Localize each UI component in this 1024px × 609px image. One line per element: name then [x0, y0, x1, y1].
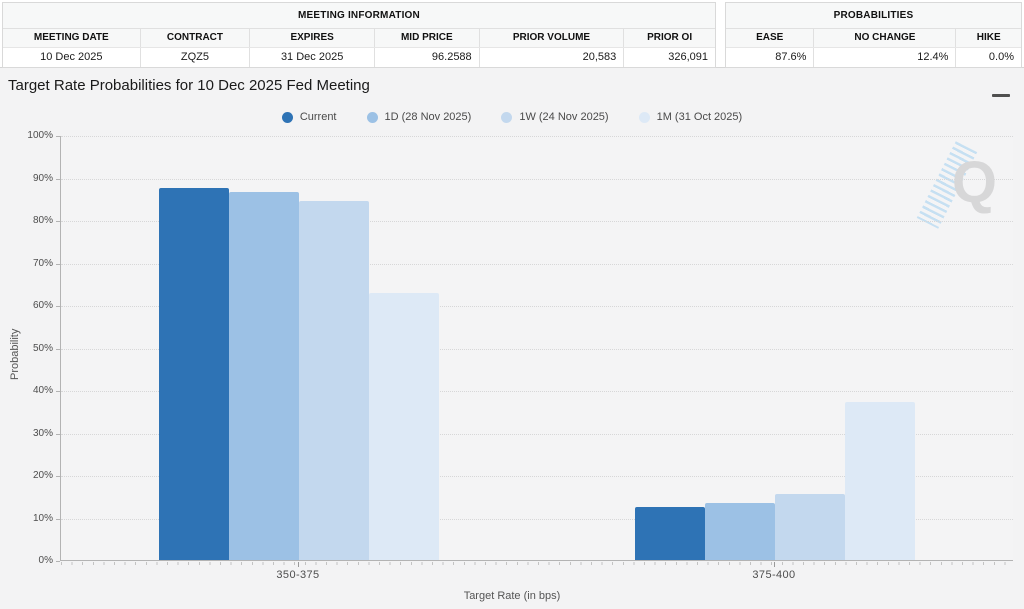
- bar-1d-375-400: [705, 502, 775, 560]
- y-tick-label: 100%: [27, 130, 53, 141]
- legend-label: 1M (31 Oct 2025): [656, 111, 743, 123]
- bar-1m-375-400: [845, 401, 915, 560]
- y-tick-mark: [56, 476, 60, 477]
- value-cell: ZQZ5: [140, 48, 251, 67]
- bar-1m-350-375: [369, 293, 439, 560]
- y-tick-mark: [56, 263, 60, 265]
- header-cell: CONTRACT: [141, 29, 251, 47]
- x-axis-minor-ticks: [61, 562, 1013, 565]
- y-tick-label: 90%: [32, 172, 53, 184]
- value-cell: 0.0%: [956, 48, 1021, 67]
- legend-label: Current: [299, 111, 337, 123]
- legend-item-current[interactable]: Current: [281, 111, 337, 123]
- gridline: [61, 433, 1013, 435]
- plot-area: Q: [60, 136, 1013, 561]
- y-tick-mark: [56, 561, 60, 562]
- y-tick-mark: [56, 348, 60, 350]
- bar-current-375-400: [635, 507, 705, 560]
- bar-1d-350-375: [229, 192, 299, 560]
- header-cell: MEETING DATE: [3, 29, 141, 47]
- bar-1w-375-400: [775, 494, 845, 560]
- probabilities-value-row: 87.6% 12.4% 0.0%: [726, 48, 1021, 67]
- y-tick-label: 70%: [32, 257, 53, 269]
- watermark-q-letter: Q: [951, 150, 997, 215]
- meeting-information-title: MEETING INFORMATION: [3, 3, 715, 29]
- header-cell: PRIOR OI: [647, 32, 693, 43]
- probabilities-title: PROBABILITIES: [726, 3, 1021, 29]
- gridline: [61, 178, 1013, 180]
- value-cell: 10 Dec 2025: [3, 48, 141, 67]
- header-cell: PRIOR VOLUME: [480, 29, 625, 47]
- meeting-information-header-row: MEETING DATE CONTRACT EXPIRES MID PRICE PRIO…: [3, 29, 715, 48]
- y-tick-mark: [56, 391, 60, 392]
- y-tick-label: 40%: [32, 385, 53, 396]
- y-tick-mark: [56, 221, 60, 222]
- y-tick-label: 50%: [32, 342, 53, 354]
- header-cell: EASE: [726, 29, 815, 47]
- gridline: [61, 263, 1013, 265]
- legend-item-1w[interactable]: 1W (24 Nov 2025): [501, 111, 609, 123]
- x-major-tick: [298, 562, 299, 567]
- legend-marker-icon: [281, 111, 293, 123]
- hamburger-menu-button[interactable]: [990, 79, 1012, 97]
- meeting-information-value-row: 10 Dec 2025 ZQZ5 31 Dec 2025 96.2588 20,583 3…: [3, 48, 715, 67]
- y-tick-label: 10%: [32, 512, 53, 524]
- meeting-information-table: MEETING INFORMATION MEETING DATE CONTRACT…: [2, 2, 716, 68]
- gridline: [61, 518, 1013, 520]
- y-tick-mark: [56, 518, 60, 520]
- bar-1w-350-375: [299, 200, 369, 560]
- gridline: [61, 348, 1013, 350]
- bar-current-350-375: [159, 187, 229, 560]
- header-cell: EXPIRES: [250, 29, 375, 47]
- y-tick-mark: [56, 136, 60, 137]
- x-category-label: 350-375: [276, 569, 320, 581]
- header-cell: MID PRICE: [375, 29, 480, 47]
- y-tick-label: 0%: [38, 555, 53, 566]
- probabilities-header-row: EASE NO CHANGE HIKE: [726, 29, 1021, 48]
- value-cell: 12.4%: [814, 48, 957, 67]
- legend-item-1d[interactable]: 1D (28 Nov 2025): [366, 111, 472, 123]
- header-cell: HIKE: [976, 32, 1001, 43]
- value-cell: 31 Dec 2025: [250, 48, 375, 67]
- x-axis-title: Target Rate (in bps): [463, 590, 561, 602]
- header-cell: NO CHANGE: [814, 29, 957, 47]
- value-cell: 96.2588: [374, 48, 480, 67]
- legend-label: 1W (24 Nov 2025): [519, 111, 609, 123]
- chart-title: Target Rate Probabilities for 10 Dec 202…: [8, 77, 370, 94]
- legend-item-1m[interactable]: 1M (31 Oct 2025): [638, 111, 743, 123]
- y-tick-label: 30%: [32, 427, 53, 439]
- gridline: [61, 306, 1013, 307]
- gridline: [61, 391, 1013, 392]
- gridline: [61, 476, 1013, 477]
- y-tick-mark: [56, 306, 60, 307]
- quikstrike-watermark: Q: [916, 141, 997, 229]
- legend-marker-icon: [638, 111, 650, 123]
- y-tick-label: 80%: [32, 215, 53, 226]
- legend-label: 1D (28 Nov 2025): [384, 111, 472, 123]
- chart-legend: Current 1D (28 Nov 2025) 1W (24 Nov 2025) 1…: [0, 109, 1024, 125]
- legend-marker-icon: [366, 111, 378, 123]
- legend-marker-icon: [501, 111, 513, 123]
- y-tick-label: 60%: [32, 300, 53, 311]
- y-tick-mark: [56, 178, 60, 180]
- value-cell: 326,091: [624, 48, 715, 67]
- y-axis-title: Probability: [9, 328, 21, 380]
- gridline: [61, 221, 1013, 222]
- bar-chart: Probability Q Target Rate (in bps) 0% 10%…: [0, 128, 1024, 609]
- x-major-tick: [774, 562, 775, 567]
- gridline: [61, 136, 1013, 137]
- top-tables-band: MEETING INFORMATION MEETING DATE CONTRACT…: [0, 0, 1024, 68]
- chart-section: Target Rate Probabilities for 10 Dec 202…: [0, 68, 1024, 609]
- value-cell: 20,583: [479, 48, 625, 67]
- x-category-label: 375-400: [752, 569, 796, 581]
- y-tick-mark: [56, 433, 60, 435]
- probabilities-table: PROBABILITIES EASE NO CHANGE HIKE 87.6% 12.…: [725, 2, 1022, 68]
- value-cell: 87.6%: [726, 48, 815, 67]
- y-tick-label: 20%: [32, 470, 53, 481]
